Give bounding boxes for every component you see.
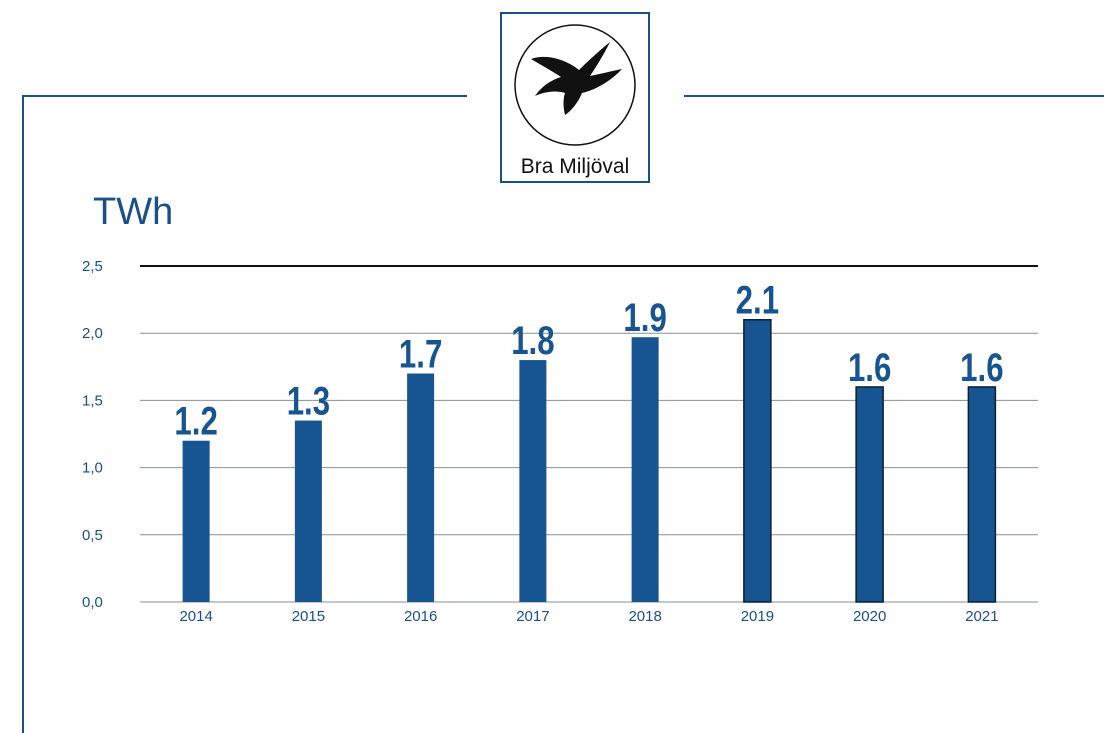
bar-2018 xyxy=(631,337,659,602)
bar-2015 xyxy=(294,420,322,602)
grid-layer xyxy=(140,265,1038,603)
y-tick-label: 0,0 xyxy=(82,594,103,611)
x-tick-label: 2019 xyxy=(741,608,774,625)
x-tick-label: 2016 xyxy=(404,608,437,625)
x-tick-label: 2020 xyxy=(853,608,886,625)
bar-2017 xyxy=(519,360,547,602)
x-tick-label: 2021 xyxy=(965,608,998,625)
swallow-bird-icon xyxy=(531,42,622,115)
data-label: 2.1 xyxy=(736,278,779,323)
x-tick-label: 2018 xyxy=(628,608,661,625)
data-label: 1.8 xyxy=(511,318,554,363)
bar-2021 xyxy=(967,386,997,603)
y-tick-labels: 0,0 0,5 1,0 1,5 2,0 2,5 xyxy=(82,258,103,611)
bar-2016 xyxy=(407,373,435,602)
y-axis-label: TWh xyxy=(93,191,173,233)
data-label: 1.9 xyxy=(623,296,666,341)
y-tick-label: 1,0 xyxy=(82,460,103,477)
data-labels: 1.2 1.3 1.7 1.8 1.9 2.1 1.6 1.6 xyxy=(174,278,1003,444)
logo-text: Bra Miljöval xyxy=(521,155,630,178)
y-tick-label: 2,0 xyxy=(82,325,103,342)
data-label: 1.3 xyxy=(287,379,330,424)
y-tick-label: 0,5 xyxy=(82,527,103,544)
bar-2014 xyxy=(182,440,210,602)
x-tick-label: 2017 xyxy=(516,608,549,625)
logo: Bra Miljöval xyxy=(500,12,650,183)
data-label: 1.2 xyxy=(174,399,217,444)
bar-2019 xyxy=(743,319,772,603)
data-label: 1.6 xyxy=(848,345,891,390)
data-label: 1.6 xyxy=(960,345,1003,390)
x-tick-labels: 2014 2015 2016 2017 2018 2019 2020 2021 xyxy=(179,608,998,625)
bar-2020 xyxy=(855,386,884,603)
x-tick-label: 2015 xyxy=(292,608,325,625)
y-tick-label: 1,5 xyxy=(82,392,103,409)
bars xyxy=(182,319,997,603)
x-tick-label: 2014 xyxy=(179,608,212,625)
y-tick-label: 2,5 xyxy=(82,258,103,275)
data-label: 1.7 xyxy=(399,332,442,377)
